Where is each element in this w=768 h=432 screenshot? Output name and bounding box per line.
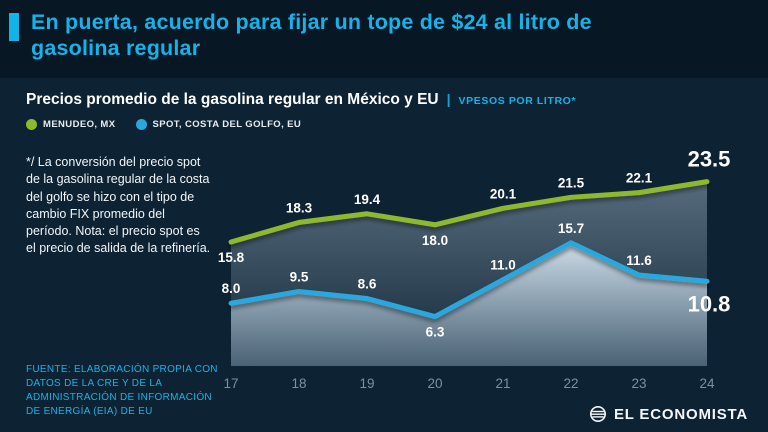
chart-legend: MENUDEO, MX SPOT, COSTA DEL GOLFO, EU: [26, 119, 768, 130]
svg-text:15.8: 15.8: [218, 250, 245, 265]
svg-text:9.5: 9.5: [290, 269, 309, 284]
svg-text:6.3: 6.3: [426, 325, 445, 340]
footnote-text: */ La conversión del precio spot de la g…: [26, 155, 211, 256]
svg-text:20: 20: [427, 376, 442, 391]
chart-title-row: Precios promedio de la gasolina regular …: [0, 78, 768, 109]
infographic-panel: Precios promedio de la gasolina regular …: [0, 78, 768, 432]
svg-text:18: 18: [291, 376, 306, 391]
svg-text:21: 21: [495, 376, 510, 391]
el-economista-logo-icon: [589, 406, 606, 422]
headline: En puerta, acuerdo para fijar un tope de…: [31, 10, 592, 61]
title-divider: |: [446, 91, 451, 107]
svg-text:24: 24: [699, 376, 715, 391]
chart-title: Precios promedio de la gasolina regular …: [26, 91, 439, 108]
svg-text:23: 23: [631, 376, 646, 391]
svg-text:18.3: 18.3: [286, 200, 313, 215]
svg-text:21.5: 21.5: [558, 175, 585, 190]
headline-accent-bar: [9, 13, 19, 41]
legend-dot-blue: [135, 119, 147, 130]
legend-label-menudeo-mx: MENUDEO, MX: [43, 119, 116, 130]
svg-text:22.1: 22.1: [626, 171, 653, 186]
legend-label-spot-eu: SPOT, COSTA DEL GOLFO, EU: [152, 119, 302, 130]
svg-text:18.0: 18.0: [422, 233, 448, 248]
svg-text:19.4: 19.4: [354, 192, 381, 207]
svg-text:19: 19: [359, 376, 374, 391]
chart-area: 15.8 18.3 19.4 18.0 20.1 21.5 22.1 23.5 8.0 9.5 8.…: [205, 128, 751, 402]
svg-text:8.6: 8.6: [358, 277, 377, 292]
source-text: FUENTE: ELABORACIÓN PROPIA CON DATOS DE …: [26, 364, 218, 417]
legend-item-spot-eu: SPOT, COSTA DEL GOLFO, EU: [135, 119, 302, 130]
svg-text:22: 22: [563, 376, 578, 391]
svg-text:8.0: 8.0: [222, 281, 241, 296]
brand-name: EL ECONOMISTA: [613, 405, 748, 423]
svg-text:10.8: 10.8: [688, 291, 731, 316]
svg-text:23.5: 23.5: [688, 147, 731, 172]
headline-section: En puerta, acuerdo para fijar un tope de…: [0, 0, 768, 61]
legend-dot-green: [26, 119, 37, 130]
svg-text:20.1: 20.1: [490, 186, 517, 201]
svg-text:11.0: 11.0: [490, 258, 516, 273]
legend-item-menudeo-mx: MENUDEO, MX: [26, 119, 116, 130]
chart-units-label: VPESOS POR LITRO*: [458, 95, 577, 107]
svg-text:15.7: 15.7: [558, 221, 584, 236]
el-economista-logo: EL ECONOMISTA: [589, 405, 748, 423]
svg-text:11.6: 11.6: [626, 253, 652, 268]
svg-text:17: 17: [223, 376, 238, 391]
line-chart: 15.8 18.3 19.4 18.0 20.1 21.5 22.1 23.5 8.0 9.5 8.…: [218, 147, 731, 391]
